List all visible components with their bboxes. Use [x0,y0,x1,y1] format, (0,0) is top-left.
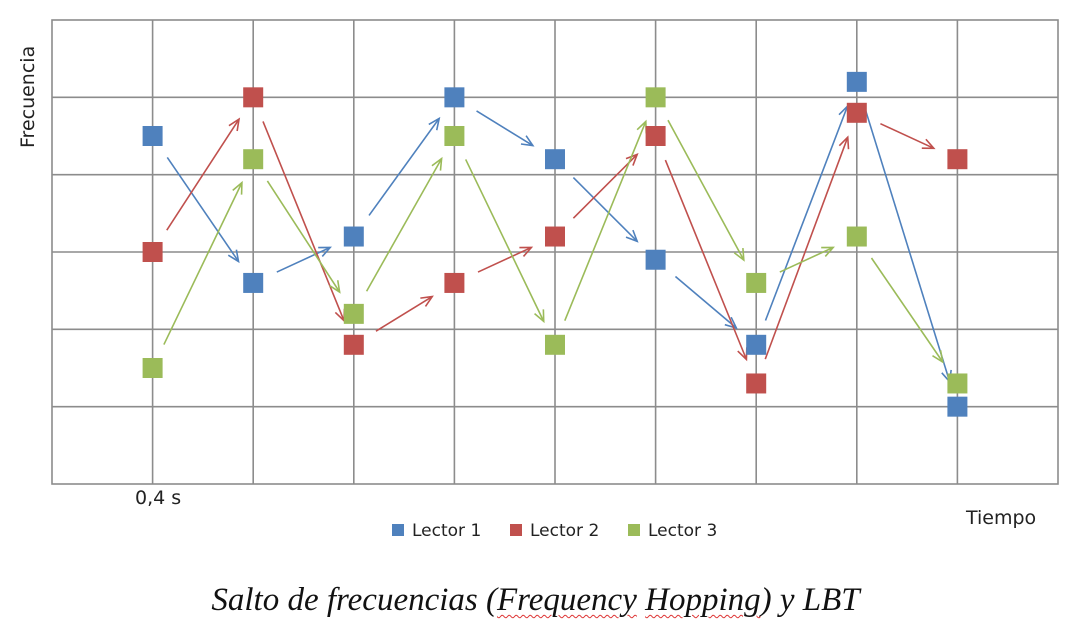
x-axis-label: Tiempo [965,507,1036,529]
data-point-lector-2 [746,373,767,394]
data-point-lector-2 [545,226,565,247]
hop-arrow [870,257,944,364]
legend-item: Lector 3 [628,521,717,541]
y-axis-label: Frecuencia [17,46,39,148]
hop-arrow [266,180,341,294]
data-point-lector-2 [947,149,968,170]
hop-arrow [276,246,332,273]
data-point-lector-3 [545,334,565,355]
hop-arrow [880,122,936,150]
data-point-lector-3 [645,87,666,108]
data-point-lector-1 [545,149,565,170]
data-point-lector-3 [746,272,767,293]
data-point-lector-3 [846,226,867,247]
hop-arrow [166,157,240,264]
hop-arrow [863,106,952,384]
data-point-lector-3 [142,358,163,378]
hop-arrow [375,295,434,332]
data-point-lector-2 [846,102,867,123]
data-point-lector-1 [846,71,867,92]
hop-arrow [365,156,443,292]
x-tick-label: 0,4 s [135,487,181,509]
hop-arrow [764,135,850,360]
legend-item: Lector 1 [392,521,481,541]
grid [51,19,1059,485]
data-point-lector-1 [142,126,163,146]
legend-item: Lector 2 [510,521,599,541]
figure-caption: Salto de frecuencias (Frequency Hopping)… [0,582,1071,619]
hop-arrow [477,246,534,273]
data-point-lector-2 [243,87,264,108]
data-point-lector-1 [243,272,264,293]
data-point-lector-2 [142,242,163,262]
legend: Lector 1 Lector 2 Lector 3 [392,521,717,541]
data-point-lector-1 [343,226,364,247]
legend-label: Lector 1 [412,521,481,541]
data-point-lector-2 [444,272,465,293]
caption-part-4: Hopping [645,582,761,618]
legend-label: Lector 3 [648,521,717,541]
hop-arrow [464,159,545,324]
hop-arrow [667,119,745,262]
caption-part-1: Salto de frecuencias ( [211,582,497,618]
data-point-lector-1 [645,249,666,270]
caption-part-2: Frequency [496,582,637,618]
arrows-layer [163,104,952,384]
chart: Frecuencia 0,4 s Tiempo Lector 1 Lector 2… [17,19,1059,541]
hop-arrow [674,275,738,330]
hop-arrow [163,180,243,345]
data-point-lector-3 [343,303,364,324]
data-point-lector-1 [746,334,767,355]
hop-arrow [166,117,241,231]
legend-swatch [510,524,522,536]
data-point-lector-3 [947,373,968,394]
points-layer [142,71,968,417]
data-point-lector-1 [947,396,968,417]
hop-arrow [368,116,441,216]
hop-arrow [572,177,639,243]
data-point-lector-3 [444,126,465,146]
legend-swatch [628,524,640,536]
data-point-lector-2 [343,334,364,355]
caption-part-3 [637,582,645,618]
hop-arrow [564,119,648,322]
hop-arrow [262,121,346,323]
data-point-lector-1 [444,87,465,108]
hop-arrow [764,104,849,321]
hop-arrow [779,246,835,273]
legend-swatch [392,524,404,536]
caption-part-5: ) y LBT [760,582,860,618]
legend-label: Lector 2 [530,521,599,541]
data-point-lector-3 [243,149,264,170]
hop-arrow [572,152,639,219]
hop-arrow [476,110,535,147]
data-point-lector-2 [645,126,666,146]
